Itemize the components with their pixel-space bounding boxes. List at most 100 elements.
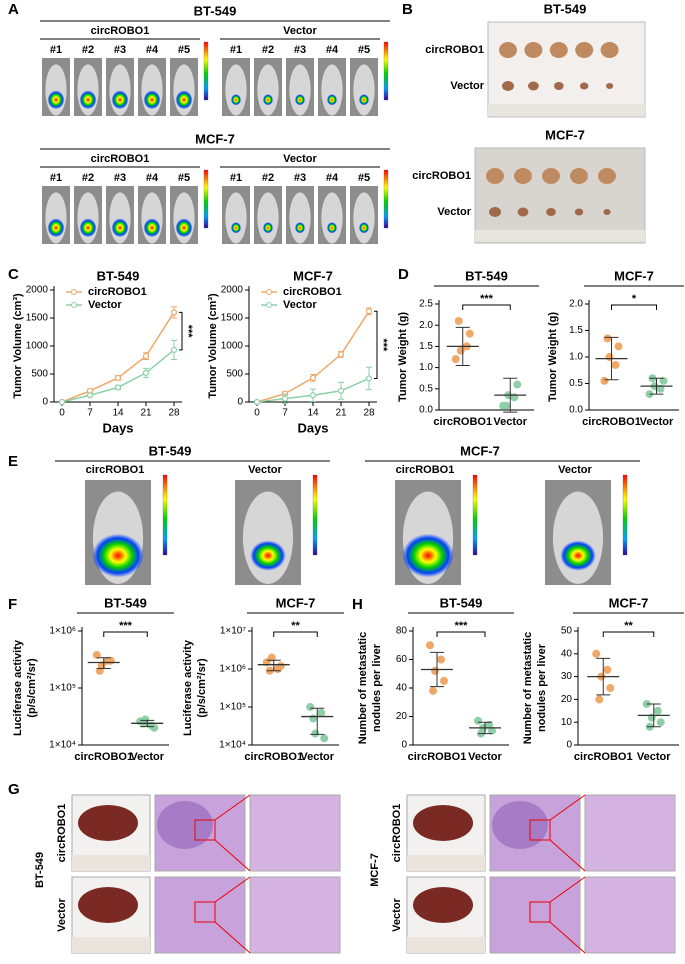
y-tick-label: 20 — [561, 694, 573, 705]
significance-bracket — [103, 631, 148, 637]
point — [426, 641, 434, 650]
signal — [143, 90, 161, 110]
sd-bar — [596, 657, 611, 696]
label: #2 — [262, 172, 274, 184]
y-tick-label: 1×10⁵ — [49, 683, 76, 694]
y-tick-label: 0.5 — [569, 378, 583, 389]
sd-bar — [649, 377, 664, 395]
significance: *** — [119, 620, 133, 632]
label: #5 — [178, 44, 190, 56]
tumor — [598, 168, 616, 184]
y-tick-label: 60 — [396, 654, 408, 665]
point — [142, 369, 150, 376]
signal — [175, 218, 193, 238]
point — [603, 334, 612, 343]
legend-marker — [71, 302, 77, 308]
colorbar — [162, 474, 168, 556]
y-tick-label: 1.5 — [419, 341, 433, 352]
y-tick-label: 40 — [396, 683, 408, 694]
y-tick-label: 1.5 — [569, 325, 583, 336]
point — [320, 734, 329, 743]
x-tick-label: 14 — [112, 408, 124, 419]
significance: ** — [624, 620, 633, 632]
colorbar — [312, 474, 318, 556]
signal — [79, 218, 97, 238]
point — [309, 374, 317, 382]
tumor — [486, 168, 504, 184]
y-axis-label: Tumor Weight (g) — [547, 312, 559, 402]
y-tick-label: 0 — [237, 397, 243, 408]
y-tick-label: 2000 — [221, 285, 244, 296]
x-tick-label: 7 — [87, 408, 93, 419]
y-tick-label: 0 — [566, 740, 572, 751]
tumor — [570, 168, 588, 184]
significance-bracket — [462, 304, 511, 310]
mouse-body — [225, 64, 247, 116]
sd-bar — [503, 377, 518, 413]
panel-label: C — [8, 266, 19, 283]
zoom-line — [549, 794, 586, 821]
sd-bar — [646, 703, 661, 728]
y-tick-label: 0.0 — [569, 405, 583, 416]
label: #1 — [50, 44, 62, 56]
legend-label: Vector — [88, 299, 122, 311]
colorbar — [203, 41, 209, 101]
label: #2 — [82, 44, 94, 56]
x-tick-label: Vector — [468, 751, 502, 763]
ruler — [475, 230, 645, 242]
ruler — [72, 937, 150, 953]
ruler — [72, 855, 150, 871]
tumor — [489, 207, 501, 217]
label: Vector — [391, 897, 403, 931]
point — [454, 316, 463, 325]
label: MCF-7 — [460, 443, 500, 458]
point — [600, 376, 609, 385]
y-tick-label: 1×10⁴ — [219, 740, 246, 751]
legend-marker — [266, 302, 272, 308]
point — [365, 308, 373, 315]
label: #3 — [294, 44, 306, 56]
significance: *** — [455, 620, 469, 632]
significance-bracket — [436, 631, 486, 637]
y-axis-label: Tumor Weight (g) — [397, 312, 409, 402]
signal — [326, 222, 338, 234]
label: MCF-7 — [545, 127, 585, 142]
signal — [230, 94, 242, 106]
panel-label: E — [8, 453, 18, 470]
point — [440, 676, 448, 685]
tumor — [603, 209, 611, 215]
y-tick-label: 1000 — [221, 341, 244, 352]
label: Vector — [283, 25, 317, 37]
signal — [294, 222, 306, 234]
point — [267, 653, 276, 662]
y-tick-label: 0 — [401, 740, 407, 751]
y-axis-label: (p/s/cm²/sr) — [26, 658, 38, 718]
point — [592, 649, 601, 658]
signal — [111, 90, 129, 110]
x-tick-label: 21 — [335, 408, 347, 419]
point — [58, 398, 66, 406]
sd-bar — [310, 707, 325, 735]
label: MCF-7 — [369, 853, 381, 887]
y-axis-label: Number of metastatic — [522, 632, 534, 744]
tumor — [524, 42, 543, 58]
signal — [294, 94, 306, 106]
point — [603, 665, 612, 674]
label: #2 — [262, 44, 274, 56]
x-tick-label: circROBO1 — [574, 751, 633, 763]
colorbar — [383, 169, 389, 229]
tumor-photo — [474, 147, 646, 244]
y-tick-label: 1×10⁶ — [49, 626, 76, 637]
he-region — [492, 801, 548, 849]
label: #1 — [50, 172, 62, 184]
label: #5 — [178, 172, 190, 184]
x-tick-label: 21 — [140, 408, 152, 419]
label: circROBO1 — [396, 464, 455, 476]
sd-bar — [455, 326, 470, 366]
signal — [143, 218, 161, 238]
point — [606, 684, 615, 692]
x-axis-label: Days — [102, 420, 133, 435]
chart-title: BT-549 — [104, 595, 147, 610]
label: circROBO1 — [425, 44, 484, 56]
y-tick-label: 2.5 — [419, 299, 433, 310]
